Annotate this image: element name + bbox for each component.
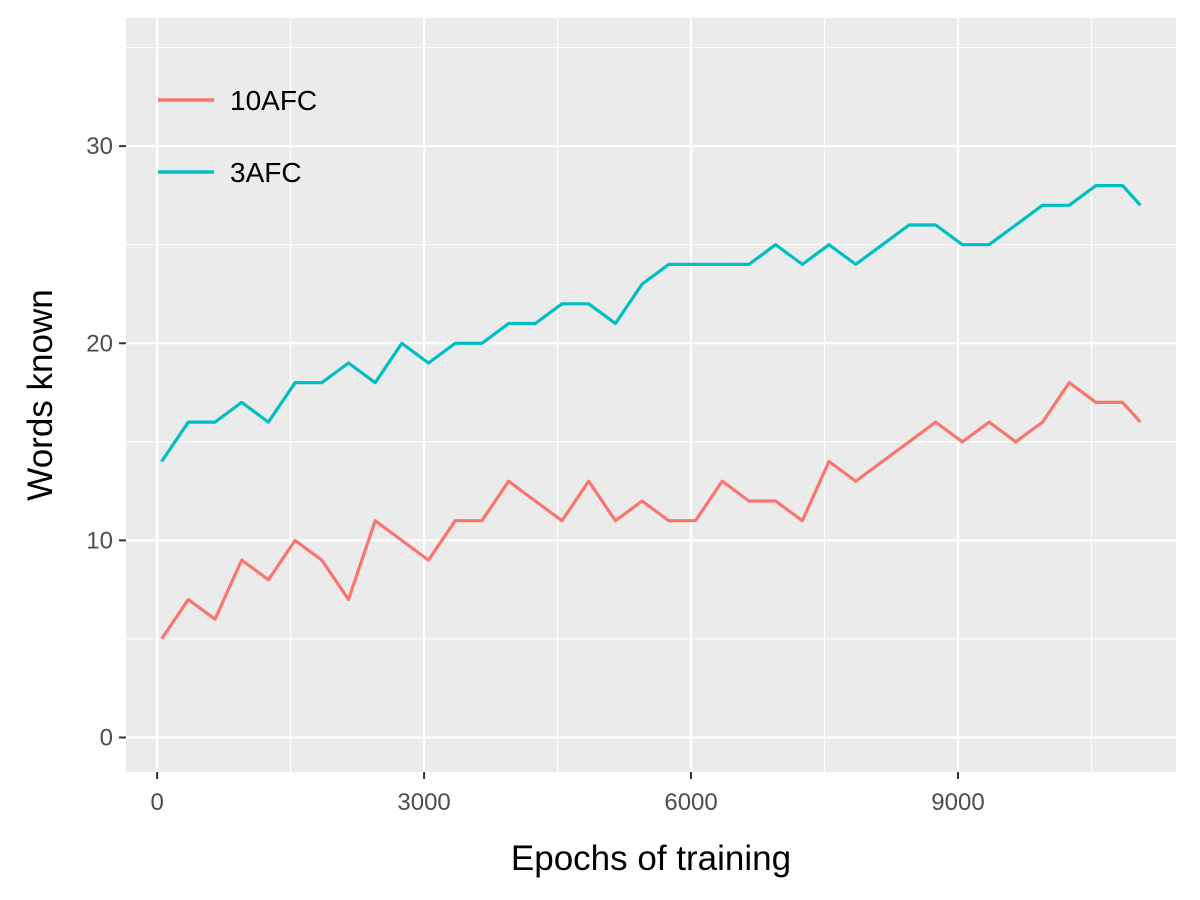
y-tick-label: 0 bbox=[100, 725, 113, 752]
y-tick-label: 30 bbox=[86, 133, 113, 160]
series-line-3afc bbox=[160, 184, 1142, 463]
minor-gridlines bbox=[126, 18, 1176, 772]
plot-panel bbox=[126, 18, 1176, 772]
x-tick-label: 6000 bbox=[664, 789, 717, 816]
x-tick-label: 3000 bbox=[397, 789, 450, 816]
y-tick-label: 10 bbox=[86, 527, 113, 554]
legend: 10AFC 3AFC bbox=[158, 85, 317, 188]
legend-label-3afc: 3AFC bbox=[230, 157, 302, 188]
y-axis-title: Words known bbox=[21, 289, 60, 500]
x-tick-label: 0 bbox=[150, 789, 163, 816]
x-axis: 0 3000 6000 9000 bbox=[150, 772, 985, 816]
series-line-10afc bbox=[160, 381, 1142, 640]
y-axis: 0 10 20 30 bbox=[86, 133, 126, 752]
y-tick-label: 20 bbox=[86, 330, 113, 357]
major-gridlines bbox=[126, 18, 1176, 772]
legend-label-10afc: 10AFC bbox=[230, 85, 317, 116]
series-layer bbox=[160, 184, 1142, 640]
x-axis-title: Epochs of training bbox=[511, 839, 791, 878]
x-tick-label: 9000 bbox=[931, 789, 984, 816]
